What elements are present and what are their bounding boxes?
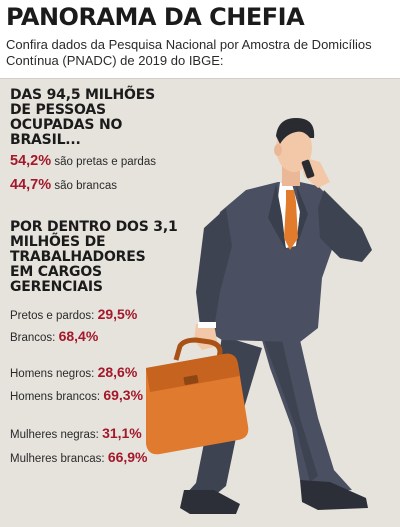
section2-heading-line: GERENCIAIS bbox=[10, 279, 103, 295]
stat-label: Mulheres negras: bbox=[10, 429, 99, 441]
stat-homens-brancos: Homens brancos: 69,3% bbox=[10, 387, 143, 403]
phone-icon bbox=[301, 159, 315, 179]
hair-icon bbox=[276, 118, 315, 144]
stat-label: Pretos e pardos: bbox=[10, 310, 95, 322]
page-title: PANORAMA DA CHEFIA bbox=[6, 3, 305, 31]
section2-heading: POR DENTRO DOS 3,1 MILHÕES DE TRABALHADO… bbox=[10, 220, 178, 295]
stat-label: Brancos: bbox=[10, 332, 56, 344]
section1-heading: DAS 94,5 MILHÕES DE PESSOAS OCUPADAS NO … bbox=[10, 88, 155, 148]
stat-value: 44,7% bbox=[10, 177, 52, 193]
shoes-icon bbox=[180, 480, 368, 514]
stat-mulheres-brancas: Mulheres brancas: 66,9% bbox=[10, 449, 148, 465]
section1-heading-line: BRASIL... bbox=[10, 132, 81, 148]
stat-brancos-gerencia: Brancos: 68,4% bbox=[10, 328, 98, 344]
stat-mulheres-negras: Mulheres negras: 31,1% bbox=[10, 425, 142, 441]
stat-value: 69,3% bbox=[103, 387, 144, 403]
stat-brancas: 44,7% são brancas bbox=[10, 177, 117, 193]
page-subtitle: Confira dados da Pesquisa Nacional por A… bbox=[6, 37, 372, 68]
stat-value: 54,2% bbox=[10, 153, 52, 169]
stat-value: 29,5% bbox=[97, 306, 138, 322]
stat-label: Homens negros: bbox=[10, 368, 95, 380]
section1-heading-line: OCUPADAS NO bbox=[10, 117, 123, 133]
tie-icon bbox=[284, 190, 298, 250]
stat-value: 28,6% bbox=[97, 364, 138, 380]
jacket-icon bbox=[196, 182, 372, 342]
stat-pretos-pardos-gerencia: Pretos e pardos: 29,5% bbox=[10, 306, 137, 322]
section2-heading-line: MILHÕES DE bbox=[10, 234, 106, 250]
section1-heading-line: DE PESSOAS bbox=[10, 102, 106, 118]
section1-heading-line: DAS 94,5 MILHÕES bbox=[10, 87, 155, 103]
section2-heading-line: TRABALHADORES bbox=[10, 249, 146, 265]
briefcase-icon bbox=[146, 337, 249, 455]
stat-value: 31,1% bbox=[102, 425, 142, 441]
section2-heading-line: POR DENTRO DOS 3,1 bbox=[10, 219, 178, 235]
stat-label: Mulheres brancas: bbox=[10, 453, 105, 465]
businessman-illustration bbox=[146, 118, 372, 514]
stat-label: Homens brancos: bbox=[10, 391, 101, 403]
stat-homens-negros: Homens negros: 28,6% bbox=[10, 364, 137, 380]
stat-label: são brancas bbox=[54, 180, 117, 192]
header: PANORAMA DA CHEFIA Confira dados da Pesq… bbox=[0, 0, 400, 78]
stat-label: são pretas e pardas bbox=[54, 156, 156, 168]
stat-value: 68,4% bbox=[58, 328, 99, 344]
section2-heading-line: EM CARGOS bbox=[10, 264, 102, 280]
stat-value: 66,9% bbox=[107, 449, 148, 465]
stat-pretas-pardas: 54,2% são pretas e pardas bbox=[10, 153, 156, 169]
